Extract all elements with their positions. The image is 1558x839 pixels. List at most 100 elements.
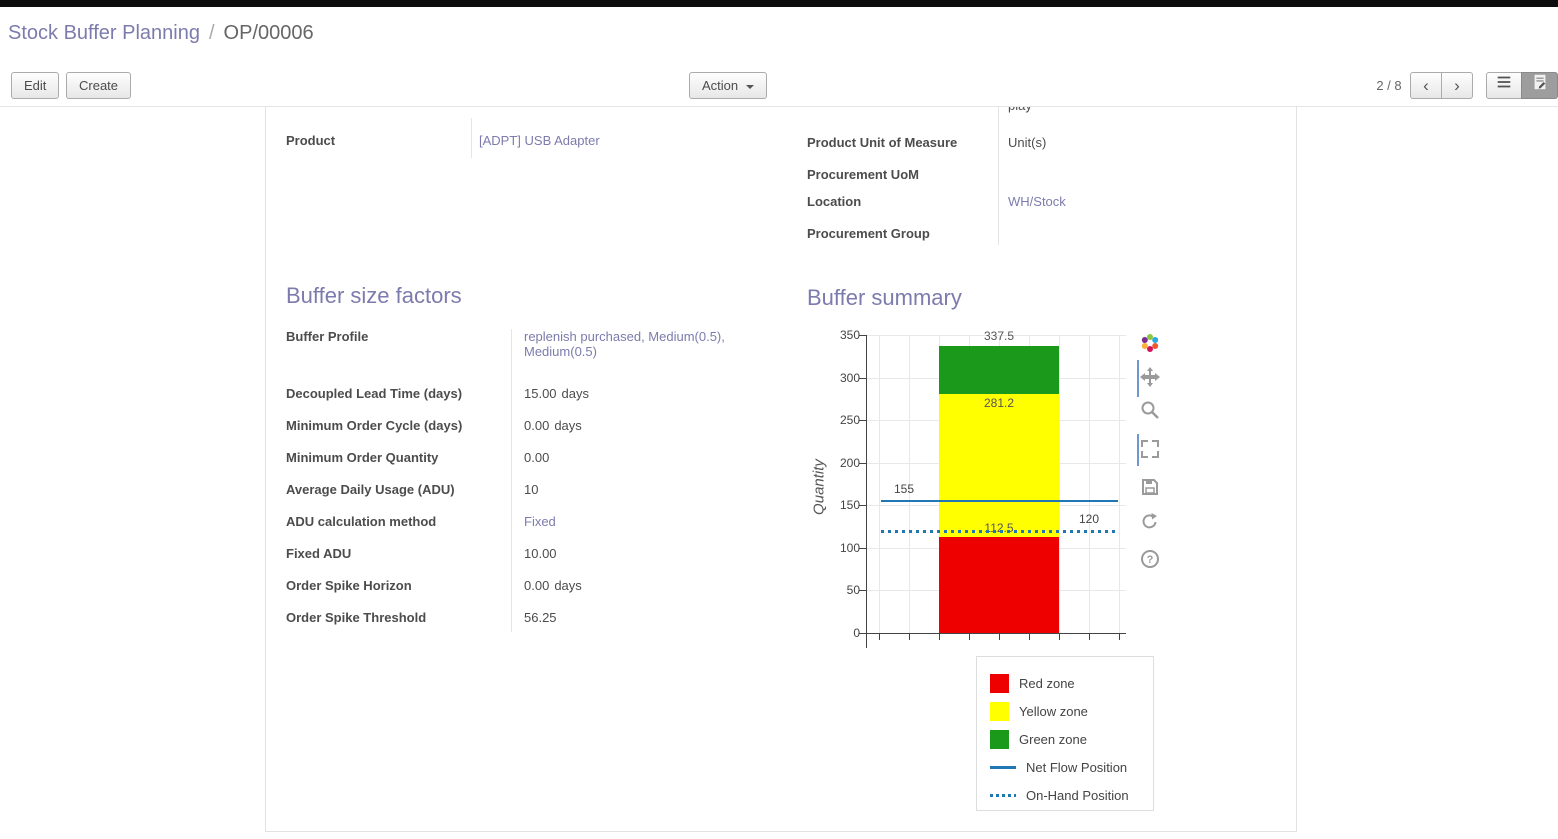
list-view-button[interactable] <box>1486 72 1522 99</box>
chart-v-gridline <box>1119 335 1120 633</box>
chart-legend: Red zone Yellow zone Green zone Net Flow Po… <box>976 656 1154 811</box>
yellow-zone-bar <box>939 393 1059 538</box>
field-label: Average Daily Usage (ADU) <box>286 482 455 497</box>
form-icon <box>1534 74 1545 90</box>
breadcrumb: Stock Buffer Planning / OP/00006 <box>0 7 1558 66</box>
y-axis-title: Quantity <box>810 459 828 515</box>
field-value: 15.00 <box>524 386 557 401</box>
chart-v-gridline <box>1059 335 1060 633</box>
y-axis-tick <box>859 633 866 634</box>
y-axis-tick-label: 350 <box>839 328 860 342</box>
field-label: Buffer Profile <box>286 329 369 344</box>
legend-item[interactable]: Green zone <box>977 725 1153 753</box>
field-label: Procurement UoM <box>807 167 919 182</box>
legend-swatch-square <box>990 701 1009 721</box>
legend-label: Net Flow Position <box>1026 759 1128 775</box>
legend-item[interactable]: Red zone <box>977 669 1153 697</box>
plotly-logo-icon[interactable] <box>1140 333 1160 353</box>
bar-value-label: 112.5 <box>984 521 1014 536</box>
bar-value-label: 281.2 <box>983 395 1015 410</box>
field-label: Fixed ADU <box>286 546 352 561</box>
on-hand-position-line <box>881 529 1118 533</box>
y-axis-tick <box>859 377 866 379</box>
y-axis-tick-label: 250 <box>839 413 860 428</box>
chart-h-gridline <box>866 335 1126 336</box>
modebar-active-indicator <box>1137 434 1139 466</box>
legend-item[interactable]: Net Flow Position <box>977 753 1153 781</box>
help-icon[interactable]: ? <box>1140 549 1160 569</box>
field-label: Location <box>807 194 862 209</box>
chart-v-gridline <box>1089 335 1090 633</box>
line-value-label: 120 <box>1078 511 1100 526</box>
pager-previous-button[interactable]: ‹ <box>1410 72 1442 99</box>
field-row-adu-method: ADU calculation method Fixed <box>286 514 556 529</box>
y-axis-line <box>866 335 867 648</box>
buffer-profile-link[interactable]: replenish purchased, Medium(0.5), Medium… <box>524 329 725 359</box>
product-link[interactable]: [ADPT] USB Adapter <box>479 133 600 148</box>
location-link[interactable]: WH/Stock <box>1008 194 1066 209</box>
top-menu-bar <box>0 0 1558 7</box>
column-divider <box>511 329 512 632</box>
y-axis-tick-label: 50 <box>846 583 860 598</box>
x-axis-tick <box>1089 634 1090 640</box>
y-axis-tick-label: 150 <box>839 498 860 513</box>
field-label: Minimum Order Cycle (days) <box>286 418 463 433</box>
action-label: Action <box>702 78 739 93</box>
field-label: Minimum Order Quantity <box>286 450 439 465</box>
line-value-label: 155 <box>894 482 915 497</box>
adu-method-link[interactable]: Fixed <box>524 514 556 529</box>
field-row-min-order-qty: Minimum Order Quantity 0.00 <box>286 450 549 465</box>
chart-v-gridline <box>879 335 880 633</box>
save-icon[interactable] <box>1140 477 1160 497</box>
edit-button[interactable]: Edit <box>11 72 60 99</box>
legend-label: On-Hand Position <box>1026 787 1129 803</box>
field-value: 0.00 <box>524 418 550 433</box>
form-sheet: play Product [ADPT] USB Adapter Product … <box>265 107 1297 832</box>
y-axis-tick <box>859 590 866 592</box>
field-row-buffer-profile: Buffer Profile replenish purchased, Medi… <box>286 329 774 359</box>
x-axis-tick <box>879 634 880 640</box>
pager-next-button[interactable]: › <box>1441 72 1473 99</box>
y-axis-tick <box>859 420 866 422</box>
red-zone-bar <box>939 537 1059 633</box>
x-axis-tick <box>909 634 910 640</box>
action-dropdown-button[interactable]: Action <box>689 72 768 99</box>
zoom-icon[interactable] <box>1140 400 1160 420</box>
reset-axes-icon[interactable] <box>1140 511 1160 531</box>
field-label: ADU calculation method <box>286 514 437 529</box>
y-axis-tick-label: 200 <box>839 455 860 470</box>
field-value: 0.00 <box>524 578 550 593</box>
x-axis-tick <box>969 634 970 640</box>
form-view-button[interactable] <box>1521 72 1558 99</box>
field-label: Order Spike Horizon <box>286 578 412 593</box>
legend-swatch-square <box>990 729 1009 749</box>
field-row-dlt: Decoupled Lead Time (days) 15.00 days <box>286 386 589 401</box>
buffer-summary-chart: 0 50 100 150 200 250 300 350 337.5 281.2 112.5 155 1… <box>266 107 1296 831</box>
bar-value-label: 337.5 <box>983 328 1015 343</box>
section-title-buffer-summary: Buffer summary <box>807 285 962 310</box>
green-zone-bar <box>939 345 1059 394</box>
field-row-procurement-uom: Procurement UoM <box>807 167 1008 182</box>
legend-label: Red zone <box>1019 675 1075 691</box>
net-flow-position-line <box>881 500 1118 503</box>
create-button[interactable]: Create <box>66 72 132 99</box>
field-row-min-order-cycle: Minimum Order Cycle (days) 0.00 days <box>286 418 582 433</box>
svg-text:?: ? <box>1147 554 1154 566</box>
breadcrumb-parent-link[interactable]: Stock Buffer Planning <box>8 22 200 44</box>
field-row-spike-horizon: Order Spike Horizon 0.00 days <box>286 578 582 593</box>
legend-item[interactable]: Yellow zone <box>977 697 1153 725</box>
breadcrumb-wrap: Stock Buffer Planning / OP/00006 <box>8 22 314 45</box>
y-axis-tick <box>859 462 866 464</box>
x-axis-tick <box>1119 634 1120 640</box>
chart-v-gridline <box>909 335 910 633</box>
pan-icon[interactable] <box>1140 367 1160 387</box>
breadcrumb-separator: / <box>208 22 215 44</box>
breadcrumb-current: OP/00006 <box>223 22 314 44</box>
y-axis-tick-label: 0 <box>853 626 860 640</box>
autoscale-icon[interactable] <box>1140 439 1160 459</box>
field-label: Procurement Group <box>807 226 930 241</box>
legend-item[interactable]: On-Hand Position <box>977 781 1153 809</box>
field-label: Decoupled Lead Time (days) <box>286 386 463 401</box>
field-unit: days <box>554 578 582 593</box>
control-bar: Edit Create Action 2 / 8 ‹ › <box>0 66 1558 107</box>
